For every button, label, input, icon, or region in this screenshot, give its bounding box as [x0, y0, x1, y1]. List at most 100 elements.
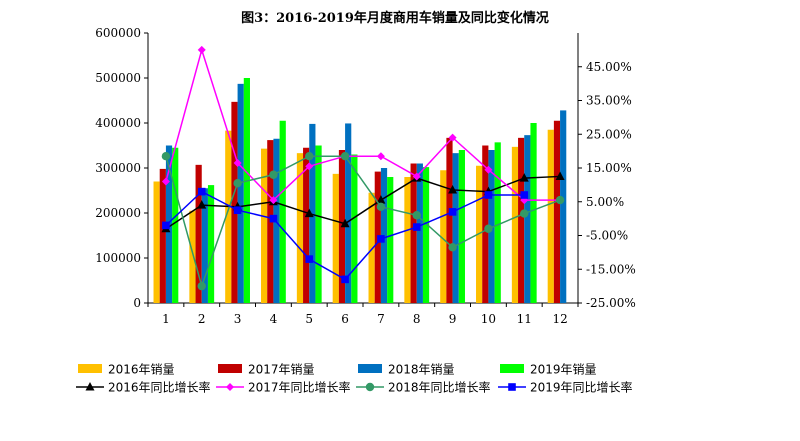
bar	[296, 153, 304, 303]
bar	[553, 120, 561, 303]
y-tick-label-right: -5.00%	[586, 229, 628, 243]
bar	[207, 185, 215, 303]
legend-swatch	[218, 364, 242, 373]
line-marker	[269, 214, 278, 223]
bar	[416, 163, 423, 303]
bar	[345, 123, 352, 303]
plot-area: 0 100000 200000 300000 400000 500000 600000 -25…	[95, 26, 636, 326]
line-marker	[484, 191, 493, 199]
bar	[410, 163, 417, 303]
line-marker	[448, 133, 457, 142]
line-marker	[197, 281, 206, 291]
bar	[560, 110, 567, 304]
bar	[530, 123, 537, 303]
legend-swatch	[358, 364, 382, 373]
bar	[511, 146, 519, 303]
line-marker	[233, 206, 242, 214]
line-marker	[162, 221, 170, 230]
bar	[189, 210, 196, 303]
bar	[452, 153, 459, 303]
line-marker	[448, 184, 458, 194]
x-tick-label: 11	[517, 312, 532, 326]
bar	[332, 173, 339, 303]
x-tick-label: 9	[449, 312, 457, 326]
x-tick-label: 4	[270, 312, 278, 326]
legend-label: 2016年销量	[108, 363, 175, 377]
bar	[440, 170, 447, 303]
x-tick-label: 12	[552, 312, 567, 326]
x-tick-label: 2	[198, 312, 206, 326]
bar	[153, 181, 160, 303]
bar	[195, 164, 202, 303]
line-marker	[269, 170, 278, 179]
bar	[225, 130, 232, 303]
x-tick-label: 10	[481, 312, 496, 326]
line-marker	[412, 172, 421, 181]
legend-label: 2019年销量	[530, 363, 597, 377]
line-marker	[555, 195, 565, 205]
line-marker	[304, 208, 314, 218]
x-tick-label: 1	[162, 312, 170, 326]
line-marker	[377, 235, 385, 243]
bar	[231, 101, 238, 303]
line-marker	[305, 255, 314, 263]
bar	[243, 78, 250, 303]
line-marker	[233, 178, 242, 188]
bar	[279, 120, 286, 303]
bar	[422, 167, 430, 303]
legend-label: 2018年销量	[388, 363, 455, 377]
bar	[518, 137, 525, 303]
x-tick-label: 8	[413, 312, 421, 326]
line-marker	[341, 275, 349, 284]
line-marker	[484, 224, 493, 233]
line-marker	[520, 209, 529, 218]
y-tick-label-right: -15.00%	[586, 262, 636, 276]
line-marker	[412, 223, 421, 231]
chart-title: 图3：2016-2019年月度商用车销量及同比变化情况	[241, 10, 549, 26]
bar	[458, 150, 465, 303]
line-marker	[340, 151, 350, 161]
y-tick-label-left: 200000	[95, 206, 141, 220]
line-marker	[555, 171, 565, 180]
y-tick-label-left: 0	[133, 296, 141, 310]
legend-swatch	[78, 364, 102, 373]
line-marker	[269, 196, 278, 205]
legend-label: 2019年同比增长率	[530, 380, 633, 395]
bar	[494, 142, 501, 303]
bar	[446, 137, 453, 303]
y-tick-label-right: 5.00%	[586, 195, 624, 209]
line-marker	[376, 202, 386, 212]
line-marker	[197, 45, 206, 54]
bar	[351, 154, 358, 303]
legend-swatch	[500, 364, 524, 373]
line-marker	[448, 243, 457, 252]
legend-label: 2017年同比增长率	[248, 380, 351, 395]
bar	[368, 192, 375, 303]
bar	[261, 148, 268, 303]
line-marker	[484, 165, 493, 174]
line-marker	[412, 211, 421, 220]
y-tick-label-right: -25.00%	[586, 296, 636, 310]
series-line	[165, 47, 561, 202]
bar	[482, 145, 489, 303]
bar	[524, 135, 531, 303]
bar	[547, 129, 554, 303]
line-marker	[197, 187, 206, 196]
y-tick-label-left: 400000	[95, 116, 141, 130]
line-marker	[508, 383, 516, 391]
bar	[387, 177, 394, 303]
legend-label: 2017年销量	[248, 363, 315, 377]
bar	[237, 83, 244, 303]
line-marker	[233, 158, 242, 167]
bar	[303, 147, 310, 303]
line-marker	[340, 218, 350, 228]
line-marker	[365, 382, 375, 392]
y-tick-label-right: 25.00%	[586, 127, 632, 141]
line-marker	[161, 151, 171, 161]
y-tick-label-left: 600000	[95, 26, 141, 40]
y-tick-label-right: 35.00%	[586, 94, 632, 108]
y-tick-label-left: 500000	[95, 71, 141, 85]
line-marker	[161, 177, 170, 186]
y-tick-label-left: 100000	[95, 251, 141, 265]
